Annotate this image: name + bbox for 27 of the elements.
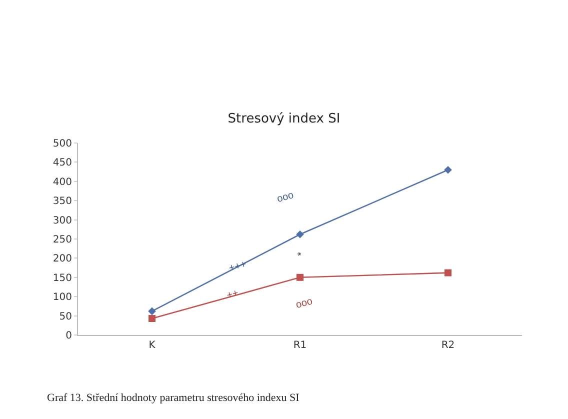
y-tick-label: 450 [52,158,72,169]
point [444,166,452,174]
annotation: ooo [294,296,314,312]
point [148,314,156,322]
text: Graf 13. Střední hodnoty parametru stresového indexu SI [47,392,300,404]
chart-title: Stresový index SI [228,112,340,127]
y-tick-label: 150 [52,272,72,284]
y-tick-label: 300 [52,215,72,226]
x-tick-label: R2 [441,340,455,351]
annotation: ooo [276,190,296,205]
annotation: ++ [226,288,240,302]
y-tick-label: 400 [52,176,72,188]
x-tick-label: R1 [293,340,307,351]
y-tick-label: 50 [59,311,72,322]
y-tick-label: 350 [52,196,72,208]
y-tick-label: 0 [66,330,72,342]
y-tick-label: 100 [52,292,72,304]
point [296,274,304,281]
point [148,307,156,316]
point [444,269,452,276]
annotation: +++ [228,259,248,274]
x-tick-label: K [148,340,156,351]
y-tick-label: 250 [52,234,72,246]
point [296,230,304,238]
y-tick-label: 200 [52,254,72,265]
y-tick-label: 500 [52,138,72,150]
annotation: * [296,250,304,262]
